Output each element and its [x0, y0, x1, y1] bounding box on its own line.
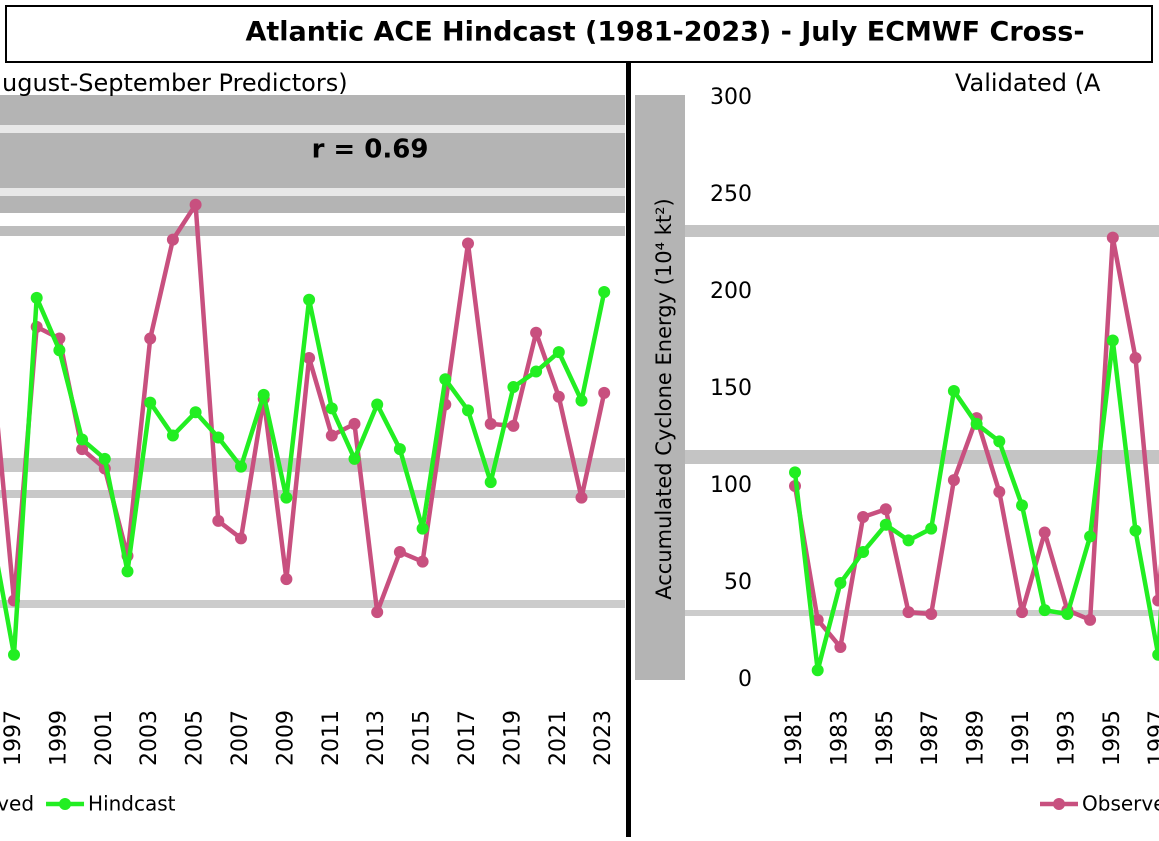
data-point: [834, 577, 847, 589]
data-point: [925, 608, 938, 621]
x-tick-label: 1993: [1054, 710, 1079, 766]
data-point: [1129, 351, 1142, 364]
data-point: [834, 641, 847, 654]
data-point: [1084, 613, 1097, 626]
data-point: [789, 466, 801, 479]
data-point: [1129, 524, 1142, 537]
data-point: [1016, 606, 1028, 619]
legend-swatch: [1053, 798, 1065, 810]
x-tick-label: 1983: [827, 710, 852, 766]
data-point: [1016, 499, 1028, 512]
data-point: [993, 435, 1006, 448]
data-point: [811, 664, 824, 677]
data-point: [1084, 530, 1097, 543]
data-point: [1152, 594, 1159, 607]
data-point: [879, 503, 892, 516]
title-box: [5, 5, 1153, 63]
x-tick-label: 1995: [1100, 710, 1125, 766]
x-tick-label: 1981: [782, 710, 807, 766]
x-tick-label: 1991: [1009, 710, 1034, 766]
y-tick-label: 100: [710, 473, 752, 498]
background-bands: [0, 95, 1159, 680]
x-tick-label: 1985: [873, 710, 898, 766]
y-tick-label: 200: [710, 279, 752, 304]
data-point: [993, 485, 1006, 498]
legend-label: Observed: [1082, 792, 1159, 816]
panel-divider: [626, 62, 631, 837]
subtitle: Validated (A: [955, 69, 1101, 97]
data-point: [925, 522, 938, 535]
y-tick-label: 150: [710, 376, 752, 401]
x-tick-label: 1989: [964, 710, 989, 766]
data-point: [1038, 526, 1051, 539]
chart-title: Atlantic ACE Hindcast (1981-2023) - July…: [245, 17, 1084, 48]
y-tick-label: 0: [738, 667, 752, 692]
data-point: [857, 511, 870, 524]
data-point: [1152, 648, 1159, 661]
y-tick-label: 250: [710, 182, 752, 207]
data-point: [947, 384, 960, 397]
data-point: [902, 534, 915, 547]
data-point: [879, 518, 892, 531]
data-point: [902, 606, 915, 619]
data-point: [1061, 608, 1074, 621]
y-tick-label: 50: [724, 570, 752, 595]
data-point: [811, 613, 824, 626]
data-point: [1106, 231, 1119, 244]
data-point: [1038, 604, 1051, 617]
data-point: [1106, 334, 1119, 347]
annotation: r = 0.69: [312, 135, 429, 165]
data-point: [947, 474, 960, 487]
x-tick-label: 1987: [918, 710, 943, 766]
data-point: [857, 545, 870, 558]
y-axis-label: Accumulated Cyclone Energy (10⁴ kt²): [652, 198, 676, 599]
subtitle: ugust-September Predictors): [2, 69, 348, 97]
y-tick-label: 300: [710, 85, 752, 110]
data-point: [970, 417, 983, 430]
x-tick-label: 1997: [1145, 710, 1159, 766]
